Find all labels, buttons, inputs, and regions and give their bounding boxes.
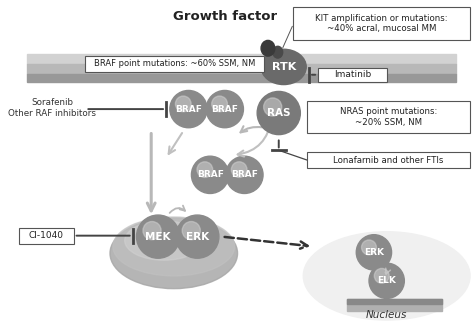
Text: Imatinib: Imatinib bbox=[334, 70, 371, 79]
FancyBboxPatch shape bbox=[307, 101, 470, 133]
Ellipse shape bbox=[273, 46, 283, 58]
Circle shape bbox=[231, 162, 247, 177]
Bar bbox=[27, 54, 456, 64]
FancyBboxPatch shape bbox=[293, 7, 470, 41]
Circle shape bbox=[197, 162, 213, 177]
Bar bbox=[347, 299, 442, 311]
Text: Growth factor: Growth factor bbox=[173, 10, 277, 23]
Circle shape bbox=[176, 215, 219, 258]
Ellipse shape bbox=[261, 49, 306, 85]
FancyBboxPatch shape bbox=[19, 228, 73, 243]
Circle shape bbox=[356, 235, 392, 270]
Circle shape bbox=[226, 156, 263, 194]
FancyBboxPatch shape bbox=[318, 68, 387, 82]
Circle shape bbox=[137, 215, 180, 258]
Circle shape bbox=[212, 96, 228, 112]
Ellipse shape bbox=[125, 221, 203, 260]
Circle shape bbox=[206, 90, 244, 128]
Text: KIT amplification or mutations:
~40% acral, mucosal MM: KIT amplification or mutations: ~40% acr… bbox=[316, 14, 448, 34]
Circle shape bbox=[369, 263, 404, 298]
FancyBboxPatch shape bbox=[307, 152, 470, 168]
Text: Lonafarnib and other FTIs: Lonafarnib and other FTIs bbox=[333, 156, 444, 165]
Circle shape bbox=[362, 240, 376, 255]
Text: BRAF: BRAF bbox=[175, 105, 202, 114]
Bar bbox=[27, 74, 456, 82]
Ellipse shape bbox=[110, 218, 237, 289]
Circle shape bbox=[191, 156, 229, 194]
Circle shape bbox=[374, 269, 389, 283]
Text: RTK: RTK bbox=[272, 62, 296, 72]
Text: BRAF point mutations: ~60% SSM, NM: BRAF point mutations: ~60% SSM, NM bbox=[94, 59, 255, 68]
Text: ERK: ERK bbox=[186, 232, 209, 242]
Text: Nucleus: Nucleus bbox=[366, 310, 407, 320]
Text: MEK: MEK bbox=[146, 232, 171, 242]
Text: NRAS point mutations:
~20% SSM, NM: NRAS point mutations: ~20% SSM, NM bbox=[340, 107, 438, 126]
Text: CI-1040: CI-1040 bbox=[29, 231, 64, 240]
Text: BRAF: BRAF bbox=[197, 170, 224, 179]
Ellipse shape bbox=[303, 232, 470, 320]
Ellipse shape bbox=[261, 41, 275, 56]
Text: Sorafenib
Other RAF inhibitors: Sorafenib Other RAF inhibitors bbox=[8, 98, 96, 118]
Circle shape bbox=[143, 221, 161, 240]
Circle shape bbox=[170, 90, 207, 128]
Circle shape bbox=[175, 96, 191, 112]
Ellipse shape bbox=[113, 217, 235, 276]
Circle shape bbox=[257, 91, 301, 134]
Text: RAS: RAS bbox=[267, 108, 291, 118]
Text: ERK: ERK bbox=[364, 248, 384, 257]
FancyBboxPatch shape bbox=[85, 56, 264, 72]
Text: BRAF: BRAF bbox=[211, 105, 238, 114]
Bar bbox=[27, 64, 456, 74]
Text: ELK: ELK bbox=[377, 276, 396, 285]
Text: BRAF: BRAF bbox=[231, 170, 258, 179]
Circle shape bbox=[182, 221, 201, 240]
Circle shape bbox=[264, 98, 282, 116]
Bar bbox=[347, 299, 442, 304]
